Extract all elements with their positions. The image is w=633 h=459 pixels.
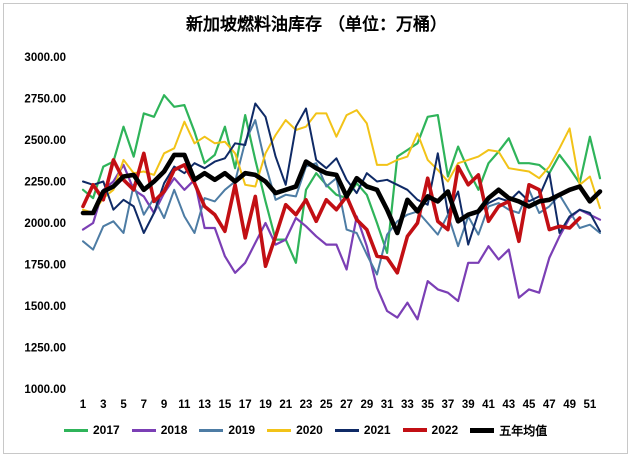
legend-label: 2017 [93, 423, 120, 437]
chart-frame [3, 3, 628, 454]
series-lines [80, 94, 603, 321]
series-line-五年均值 [80, 152, 603, 236]
legend-label: 2018 [160, 423, 188, 437]
y-tick-label: 2750.00 [24, 94, 66, 106]
x-tick-label: 31 [381, 399, 394, 411]
x-tick-label: 13 [198, 399, 211, 411]
x-tick-label: 11 [178, 399, 191, 411]
legend-item: 2020 [267, 423, 323, 437]
x-tick-label: 35 [421, 399, 434, 411]
x-tick-label: 5 [120, 399, 127, 411]
x-tick-label: 51 [583, 399, 596, 411]
legend-label: 2021 [363, 423, 391, 437]
series-line-2020 [82, 109, 601, 214]
legend-item: 2021 [334, 423, 391, 437]
legend-swatch [402, 428, 427, 432]
x-tick-label: 47 [543, 399, 556, 411]
x-tick-label: 41 [482, 399, 495, 411]
x-tick-label: 17 [239, 399, 252, 411]
x-tick-label: 29 [360, 399, 373, 411]
x-tick-label: 3 [100, 399, 106, 411]
legend-swatch [267, 428, 292, 432]
legend-swatch [64, 428, 88, 432]
legend-item: 五年均值 [470, 422, 547, 439]
y-tick-label: 2250.00 [24, 177, 66, 189]
y-tick-label: 2000.00 [24, 218, 66, 230]
legend-swatch [131, 428, 156, 432]
x-axis-ticks: 1 3 5 7 9 11 13 15 17 19 21 23 25 27 29 31 33 35 37 39 41 43 4… [80, 399, 597, 411]
legend-item: 2022 [402, 423, 459, 437]
legend-label: 2022 [431, 423, 459, 437]
y-tick-label: 1000.00 [24, 384, 66, 396]
x-tick-label: 21 [279, 399, 292, 411]
series-line-2018 [81, 163, 602, 321]
y-axis-ticks: 1000.00 1250.00 1500.00 1750.00 2000.00 2250.… [24, 52, 66, 396]
x-tick-label: 33 [401, 399, 414, 411]
legend-item: 2017 [64, 423, 120, 437]
y-tick-label: 2500.00 [24, 135, 66, 147]
x-tick-label: 19 [259, 399, 272, 411]
y-tick-label: 1750.00 [24, 260, 66, 272]
x-tick-label: 43 [502, 399, 515, 411]
x-tick-label: 27 [340, 399, 353, 411]
x-tick-label: 37 [442, 399, 455, 411]
x-tick-label: 45 [523, 399, 536, 411]
x-tick-label: 9 [161, 399, 167, 411]
legend-swatch [470, 427, 495, 433]
legend: 2017 2018 2019 2020 2021 2022 五年均值 [64, 421, 559, 439]
x-tick-label: 1 [80, 399, 87, 411]
series-line-2017 [81, 94, 602, 264]
legend-label: 五年均值 [499, 423, 548, 438]
x-tick-label: 7 [141, 399, 147, 411]
series-line-2021 [82, 102, 601, 246]
y-tick-label: 1250.00 [24, 343, 66, 355]
legend-item: 2019 [199, 423, 255, 437]
legend-swatch [334, 428, 359, 432]
series-line-2022 [81, 151, 582, 275]
chart-title: 新加坡燃料油库存 （单位：万桶） [186, 15, 447, 35]
legend-label: 2020 [296, 423, 323, 437]
legend-item: 2018 [131, 423, 188, 437]
x-tick-label: 25 [320, 399, 333, 411]
x-tick-label: 39 [462, 399, 475, 411]
x-tick-label: 49 [563, 399, 576, 411]
legend-label: 2019 [228, 423, 256, 437]
y-tick-label: 3000.00 [24, 52, 66, 64]
legend-swatch [199, 428, 224, 432]
x-tick-label: 23 [300, 399, 313, 411]
y-tick-label: 1500.00 [24, 301, 66, 313]
x-tick-label: 15 [219, 399, 232, 411]
